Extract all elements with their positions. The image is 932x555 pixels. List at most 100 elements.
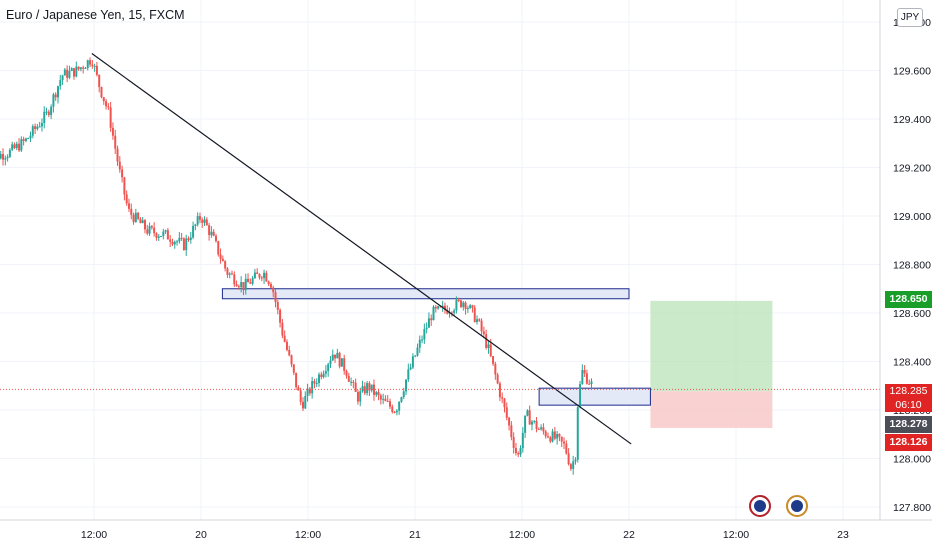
candle-body (398, 401, 401, 411)
candle-body (489, 344, 492, 357)
drawings (0, 53, 880, 445)
candle-body (322, 373, 325, 378)
candle-body (143, 220, 146, 230)
candle-body (414, 355, 417, 357)
candle-body (446, 309, 449, 314)
candle-body (192, 225, 195, 238)
x-tick-label: 20 (195, 529, 207, 541)
candle-body (34, 126, 37, 129)
candle-body (0, 153, 2, 159)
zones (221, 288, 773, 428)
candle-body (242, 282, 245, 291)
candle-body (494, 363, 497, 375)
candle-body (558, 433, 561, 437)
candle-body (425, 327, 428, 330)
candle-body (38, 126, 41, 128)
candle-body (569, 464, 572, 469)
candle-body (59, 80, 62, 87)
candle-body (205, 219, 208, 226)
supply-zone (221, 288, 630, 300)
y-tick-label: 128.400 (893, 357, 931, 369)
candle-body (542, 427, 545, 432)
candle-body (519, 448, 522, 455)
candle-body (208, 225, 211, 236)
demand-zone (538, 387, 651, 406)
candle-body (547, 436, 550, 438)
candle-body (487, 344, 490, 348)
candle-body (400, 397, 403, 402)
candle-body (350, 381, 353, 383)
x-tick-label: 21 (409, 529, 421, 541)
candle-body (563, 441, 566, 444)
candle-body (382, 398, 385, 400)
candle-body (313, 381, 316, 384)
candle-body (107, 106, 110, 108)
candle-body (471, 305, 474, 308)
candle-body (336, 352, 339, 359)
candle-body (306, 388, 309, 397)
symbol-title: Euro / Japanese Yen, 15, FXCM (6, 8, 185, 22)
candle-body (583, 370, 586, 374)
candle-body (91, 64, 94, 67)
candle-body (407, 369, 410, 380)
candle-body (409, 367, 412, 370)
candle-body (95, 65, 98, 75)
candle-body (405, 379, 408, 392)
candle-body (279, 309, 282, 323)
candle-body (73, 68, 76, 77)
candle-body (86, 60, 89, 68)
candle-body (285, 341, 288, 350)
y-tick-label: 129.200 (893, 163, 931, 175)
candle-body (556, 433, 559, 439)
candle-body (393, 412, 396, 414)
candle-body (79, 67, 82, 70)
candle-body (45, 111, 48, 113)
candle-body (492, 356, 495, 364)
target-price-tag: 128.650 (885, 291, 932, 308)
y-tick-label: 127.800 (893, 502, 931, 514)
entry-price-tag: 128.278 (885, 416, 932, 433)
candle-body (324, 371, 327, 374)
y-tick-label: 128.800 (893, 260, 931, 272)
candle-body (54, 94, 57, 98)
candle-body (533, 420, 536, 422)
candle-body (480, 320, 483, 332)
candle-body (590, 381, 593, 385)
candle-body (217, 241, 220, 255)
candle-body (201, 219, 204, 223)
candle-body (453, 310, 456, 313)
candle-body (240, 282, 243, 288)
candle-body (347, 375, 350, 382)
candle-body (180, 237, 183, 239)
candle-body (160, 236, 163, 238)
candle-body (379, 395, 382, 400)
candle-body (77, 66, 80, 70)
x-tick-label: 12:00 (509, 529, 535, 541)
candle-body (560, 436, 563, 442)
candle-body (22, 139, 25, 141)
candle-body (295, 372, 298, 388)
candle-body (244, 278, 247, 291)
currency-button[interactable]: JPY (897, 8, 923, 27)
candle-body (418, 339, 421, 348)
countdown-tag: 06:10 (885, 398, 932, 412)
candle-body (402, 391, 405, 398)
candle-body (8, 149, 11, 157)
candle-body (157, 236, 160, 238)
target-zone (650, 300, 773, 392)
candle-body (63, 69, 66, 76)
candle-body (235, 284, 238, 287)
candle-body (233, 274, 236, 285)
candle-body (118, 161, 121, 170)
y-tick-label: 128.000 (893, 454, 931, 466)
candle-body (327, 364, 330, 372)
candle-body (61, 75, 64, 81)
candle-body (130, 208, 133, 215)
candle-body (565, 443, 568, 454)
candle-body (68, 70, 71, 78)
candle-body (102, 97, 105, 102)
candle-body (141, 220, 144, 224)
candle-body (24, 138, 27, 141)
